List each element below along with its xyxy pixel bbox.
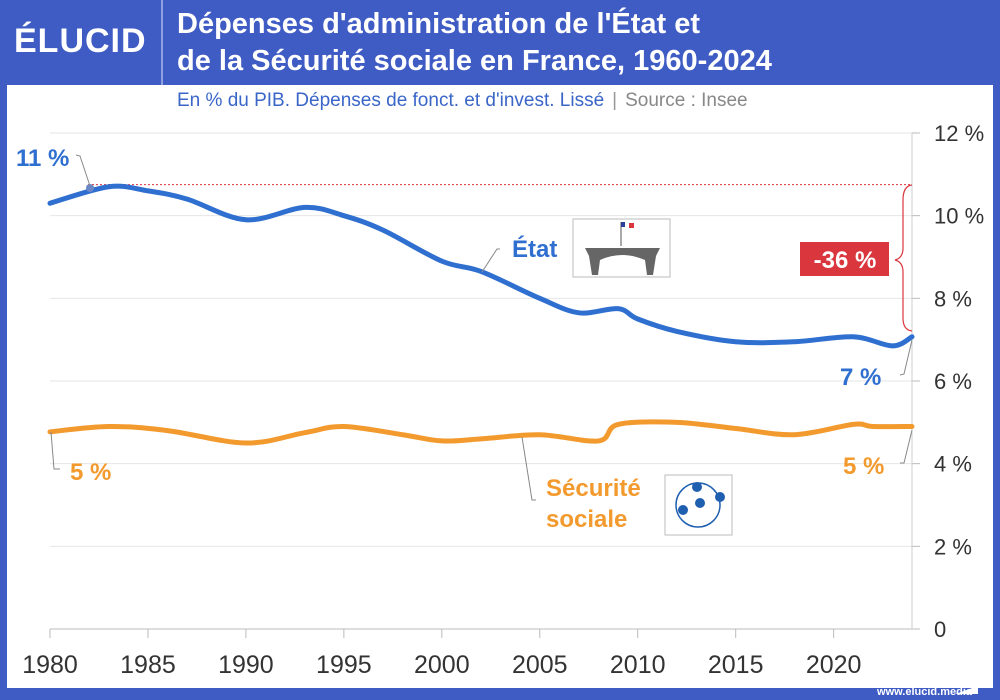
etat-start-label: 11 % xyxy=(16,145,69,172)
figure-icon xyxy=(695,498,705,508)
y-tick-label: 8 % xyxy=(934,286,972,311)
x-tick-label: 2015 xyxy=(708,651,764,679)
series-line-etat xyxy=(47,183,915,349)
y-tick-label: 12 % xyxy=(934,121,984,146)
chart-title: Dépenses d'administration de l'État et d… xyxy=(177,6,772,80)
x-tick-label: 1985 xyxy=(120,651,176,679)
elucid-logo: ÉLUCID xyxy=(14,22,147,60)
change-label: -36 % xyxy=(814,247,877,274)
x-tick-label: 2000 xyxy=(414,651,470,679)
header: ÉLUCID Dépenses d'administration de l'Ét… xyxy=(0,0,1000,85)
footer-url: www.elucid.media xyxy=(877,686,972,698)
chart-subtitle: En % du PIB. Dépenses de fonct. et d'inv… xyxy=(177,90,748,111)
leader-11pct xyxy=(75,154,91,187)
leader-secu-start xyxy=(50,431,60,470)
x-tick-label: 1995 xyxy=(316,651,372,679)
header-divider xyxy=(161,0,163,85)
title-line-1: Dépenses d'administration de l'État et xyxy=(177,8,701,40)
series-label-secu-line2: sociale xyxy=(546,506,627,533)
source-text: Source : Insee xyxy=(625,90,748,111)
x-tick-label: 1990 xyxy=(218,651,274,679)
x-tick-label: 2020 xyxy=(806,651,862,679)
title-line-2: de la Sécurité sociale en France, 1960-2… xyxy=(177,45,772,77)
state-building-icon xyxy=(585,248,660,275)
figure-icon xyxy=(715,492,725,502)
subtitle-text: En % du PIB. Dépenses de fonct. et d'inv… xyxy=(177,90,605,111)
secu-start-label: 5 % xyxy=(70,459,111,486)
etat-end-label: 7 % xyxy=(840,364,881,391)
y-tick-label: 10 % xyxy=(934,204,984,229)
series-label-secu-line1: Sécurité xyxy=(546,475,641,502)
peak-marker xyxy=(86,184,94,192)
change-badge xyxy=(800,242,889,276)
figure-icon xyxy=(678,505,688,515)
x-tick-label: 2005 xyxy=(512,651,568,679)
secu-end-label: 5 % xyxy=(843,453,884,480)
flag-icon xyxy=(629,223,634,228)
x-tick-label: 2010 xyxy=(610,651,666,679)
y-tick-label: 6 % xyxy=(934,369,972,394)
leader-secu-end xyxy=(900,429,913,464)
leader-etat-label xyxy=(481,248,500,273)
series-label-etat: État xyxy=(512,235,557,263)
x-tick-label: 1980 xyxy=(22,651,78,679)
elucid-mark-icon xyxy=(955,686,978,694)
flag-icon xyxy=(621,222,625,227)
series-line-securite-sociale xyxy=(47,419,915,446)
chart-panel xyxy=(7,85,993,688)
figure-icon xyxy=(692,482,702,492)
change-brace xyxy=(894,184,913,332)
y-tick-label: 4 % xyxy=(934,452,972,477)
y-tick-label: 2 % xyxy=(934,534,972,559)
leader-7pct xyxy=(899,339,913,376)
leader-secu-label xyxy=(521,436,536,501)
y-tick-label: 0 xyxy=(934,617,946,642)
